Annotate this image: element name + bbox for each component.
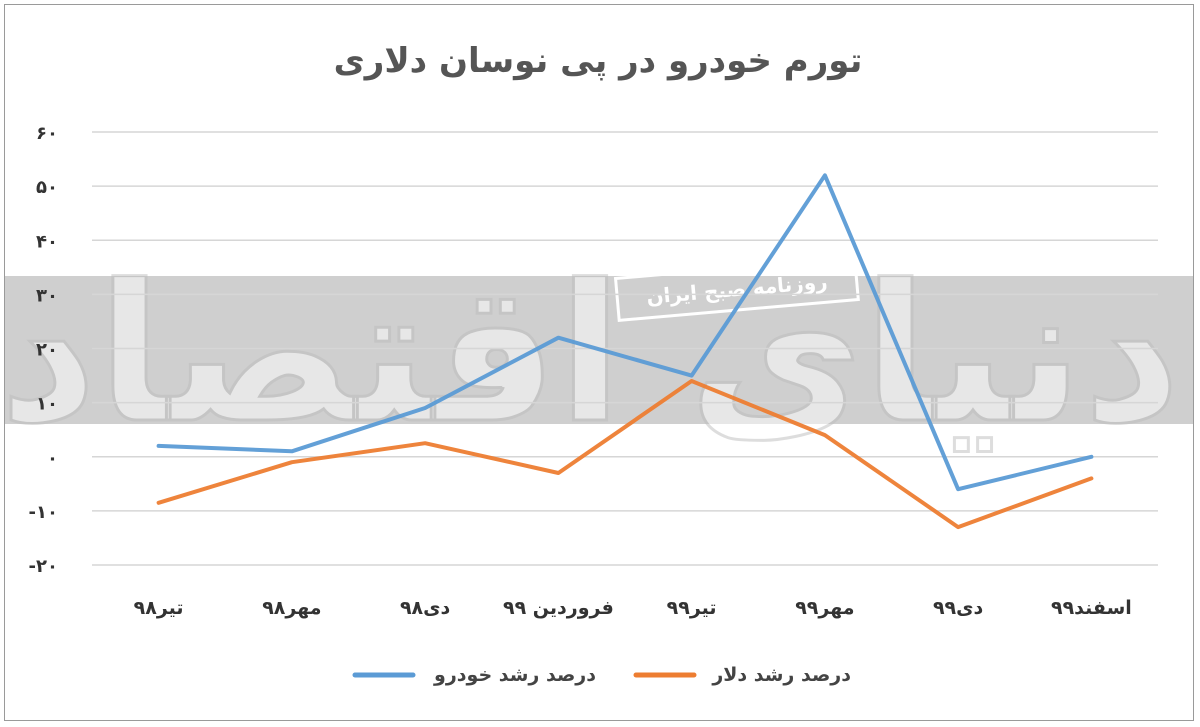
y-tick-label: ۴۰ bbox=[36, 231, 58, 252]
series-line-dollar bbox=[156, 379, 1094, 530]
y-tick-label: ۳۰ bbox=[36, 285, 58, 306]
x-tick-label: مهر۹۸ bbox=[262, 597, 321, 619]
y-tick-label: -۲۰ bbox=[29, 556, 58, 577]
series bbox=[156, 173, 1094, 530]
y-tick-label: ۶۰ bbox=[36, 123, 58, 144]
watermark: دنیای اقتصاد bbox=[0, 243, 1182, 467]
x-axis: تیر۹۸ مهر۹۸ دی۹۸ فروردین ۹۹ تیر۹۹ مهر۹۹ دی۹۹ اس… bbox=[134, 597, 1132, 619]
y-tick-label: ۲۰ bbox=[36, 340, 58, 361]
legend-label-dollar: درصد رشد دلار bbox=[711, 664, 851, 686]
y-tick-label: ۵۰ bbox=[36, 177, 58, 198]
x-tick-label: تیر۹۹ bbox=[667, 597, 717, 619]
x-tick-label: دی۹۸ bbox=[400, 597, 451, 619]
chart-title: تورم خودرو در پی نوسان دلاری bbox=[334, 41, 863, 81]
watermark-text: دنیای اقتصاد bbox=[0, 244, 1181, 465]
y-axis: ۶۰ ۵۰ ۴۰ ۳۰ ۲۰ ۱۰ ۰ -۱۰ -۲۰ bbox=[29, 123, 58, 577]
y-tick-label: -۱۰ bbox=[29, 502, 58, 523]
x-tick-label: مهر۹۹ bbox=[795, 597, 854, 619]
x-tick-label: تیر۹۸ bbox=[134, 597, 184, 619]
y-tick-label: ۰ bbox=[47, 448, 58, 469]
x-tick-label: فروردین ۹۹ bbox=[503, 597, 614, 619]
x-tick-label: دی۹۹ bbox=[933, 597, 984, 619]
legend: درصد رشد خودرو درصد رشد دلار bbox=[352, 664, 851, 686]
x-tick-label: اسفند۹۹ bbox=[1051, 597, 1132, 619]
gridlines bbox=[92, 131, 1158, 566]
legend-label-car: درصد رشد خودرو bbox=[433, 664, 596, 686]
y-tick-label: ۱۰ bbox=[36, 394, 58, 415]
series-line-car bbox=[156, 173, 1094, 492]
